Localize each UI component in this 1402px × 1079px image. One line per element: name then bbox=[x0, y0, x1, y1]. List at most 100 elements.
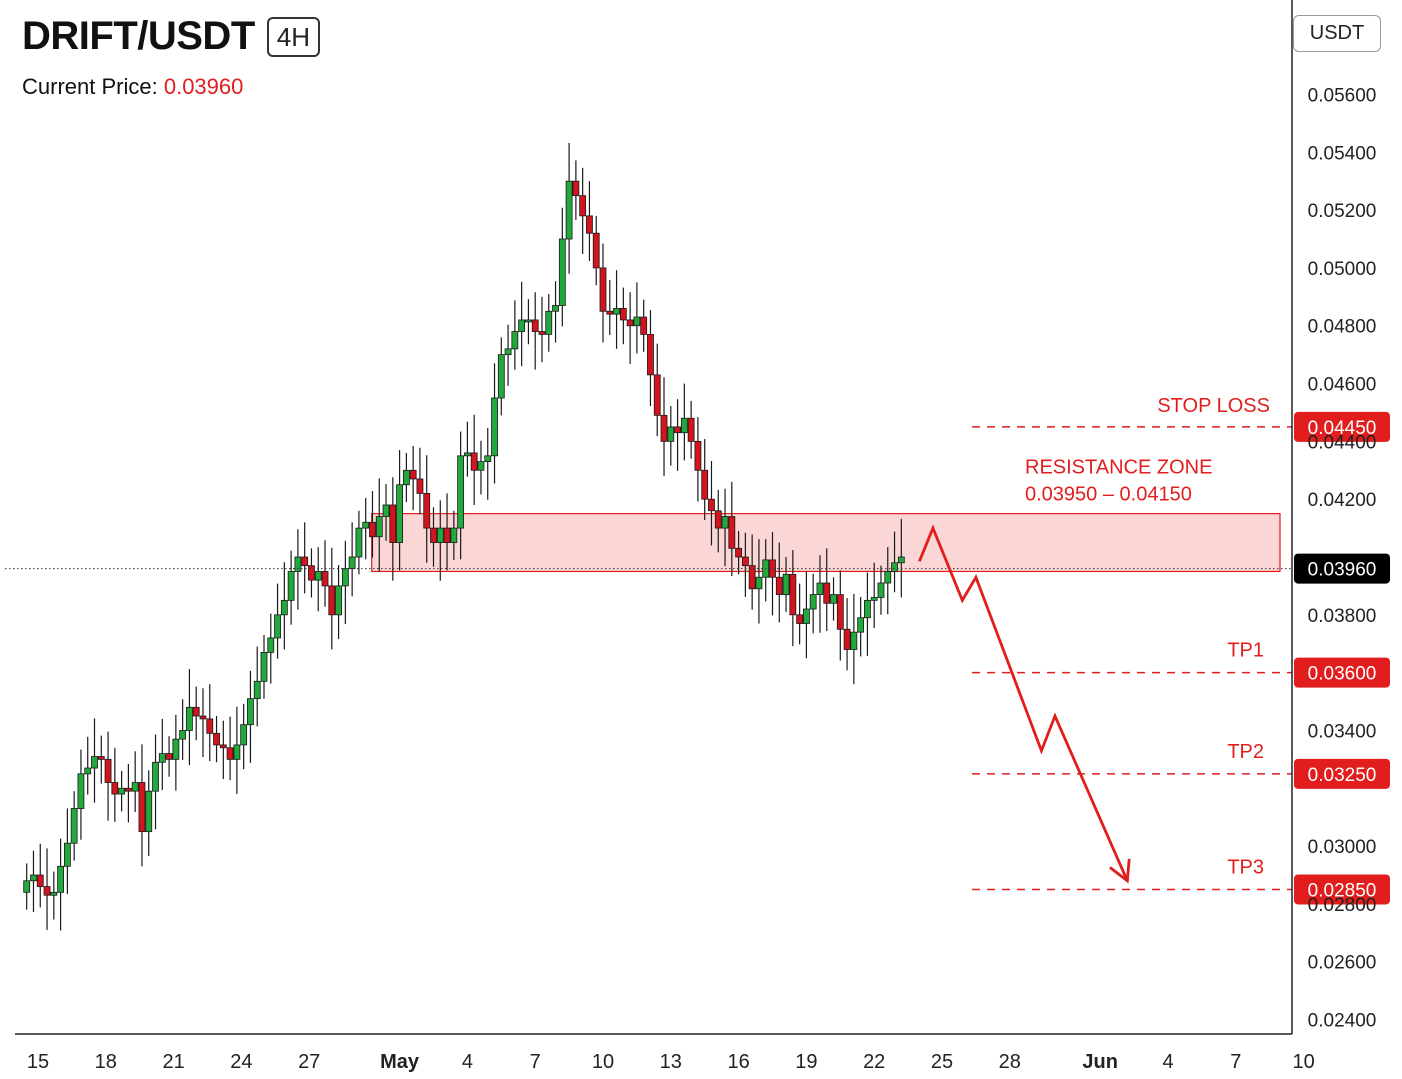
candle-body bbox=[308, 565, 315, 581]
chart-title-group: DRIFT/USDT 4H bbox=[22, 14, 321, 59]
candle-body bbox=[721, 516, 729, 529]
candle-body bbox=[660, 414, 668, 442]
candle-body bbox=[741, 556, 749, 567]
candle-down bbox=[538, 296, 546, 363]
candle-up bbox=[484, 428, 492, 500]
candle-body bbox=[97, 756, 105, 760]
y-tick-label: 0.03400 bbox=[1308, 721, 1377, 742]
candle-body bbox=[396, 484, 404, 543]
candle-down bbox=[165, 736, 173, 777]
levels-layer: 0.03960 0.04450 0.03600 0.03250 0.02850 bbox=[5, 411, 1390, 905]
candle-body bbox=[687, 417, 695, 442]
candle-body bbox=[70, 808, 78, 844]
candle-down bbox=[619, 287, 627, 345]
candle-body bbox=[375, 516, 383, 538]
candle-body bbox=[389, 504, 397, 543]
candle-body bbox=[884, 571, 892, 584]
candle-body bbox=[714, 510, 722, 529]
resistance-zone-layer bbox=[371, 513, 1281, 573]
candle-body bbox=[504, 348, 512, 356]
candle-body bbox=[416, 478, 424, 494]
current-price-tag bbox=[1294, 553, 1390, 584]
candle-body bbox=[572, 180, 580, 197]
candle-up bbox=[463, 421, 471, 477]
candle-body bbox=[382, 504, 390, 517]
candle-body bbox=[782, 573, 790, 595]
candle-body bbox=[477, 461, 485, 471]
candle-up bbox=[172, 714, 180, 791]
candle-body bbox=[91, 756, 98, 769]
candle-body bbox=[897, 556, 905, 564]
candle-up bbox=[884, 547, 892, 615]
candle-up bbox=[436, 500, 444, 581]
candle-up bbox=[491, 363, 498, 484]
candle-body bbox=[206, 718, 214, 734]
candle-up bbox=[809, 573, 817, 634]
candle-body bbox=[301, 556, 309, 567]
candle-down bbox=[416, 447, 424, 515]
candle-down bbox=[789, 550, 797, 647]
candle-body bbox=[145, 790, 153, 833]
candle-body bbox=[172, 738, 180, 760]
x-tick-label: Jun bbox=[1082, 1051, 1118, 1073]
candle-body bbox=[891, 562, 898, 572]
candle-up bbox=[857, 596, 865, 657]
candle-down bbox=[470, 414, 478, 505]
candle-down bbox=[572, 160, 580, 220]
candle-up bbox=[633, 282, 641, 354]
candle-up bbox=[158, 718, 166, 791]
candle-up bbox=[253, 646, 261, 727]
candle-up bbox=[450, 510, 458, 560]
candle-body bbox=[830, 594, 837, 604]
candle-up bbox=[477, 440, 485, 495]
candle-body bbox=[538, 331, 546, 335]
candle-up bbox=[375, 478, 383, 572]
timeframe-badge[interactable]: 4H bbox=[266, 16, 321, 57]
resistance-zone-range: 0.03950 – 0.04150 bbox=[1025, 484, 1192, 506]
candle-body bbox=[748, 565, 756, 590]
candle-up bbox=[362, 498, 370, 560]
candle-body bbox=[457, 455, 465, 529]
candle-up bbox=[667, 406, 675, 466]
currency-button[interactable]: USDT bbox=[1293, 15, 1381, 52]
candle-body bbox=[463, 452, 471, 457]
candle-body bbox=[586, 215, 593, 234]
candle-down bbox=[687, 400, 695, 459]
candle-body bbox=[274, 614, 281, 639]
candle-body bbox=[23, 880, 31, 893]
x-tick-label: 15 bbox=[27, 1051, 49, 1073]
candle-body bbox=[436, 527, 444, 543]
candle-body bbox=[552, 305, 559, 312]
candle-down bbox=[775, 542, 783, 623]
candle-body bbox=[226, 747, 234, 760]
candle-body bbox=[321, 571, 329, 587]
candle-up bbox=[504, 324, 512, 386]
level-tag-text: 0.03600 bbox=[1308, 664, 1377, 685]
candle-body bbox=[213, 732, 220, 746]
candle-body bbox=[443, 527, 451, 543]
candle-body bbox=[545, 310, 553, 335]
candle-up bbox=[396, 450, 404, 571]
candle-up bbox=[816, 555, 824, 633]
candle-body bbox=[179, 730, 187, 740]
candle-down bbox=[626, 292, 634, 364]
y-tick-label: 0.03800 bbox=[1308, 606, 1377, 627]
candle-down bbox=[599, 243, 607, 343]
level-tag-text: 0.03250 bbox=[1308, 765, 1377, 786]
candle-body bbox=[369, 521, 376, 538]
candle-down bbox=[219, 720, 227, 780]
candle-body bbox=[857, 617, 865, 633]
candle-up bbox=[613, 270, 620, 349]
candle-down bbox=[579, 167, 587, 255]
axes-layer: 0.05600 0.05400 0.05200 0.05000 0.04800 0.046… bbox=[15, 0, 1376, 1073]
candle-up bbox=[721, 488, 729, 567]
y-tick-label: 0.03000 bbox=[1308, 837, 1377, 858]
candle-up bbox=[70, 791, 78, 861]
candle-body bbox=[592, 232, 600, 269]
candle-down bbox=[843, 598, 851, 671]
projection-arrow bbox=[918, 524, 1129, 882]
level-tag bbox=[1294, 657, 1390, 688]
x-tick-label: 4 bbox=[462, 1051, 473, 1073]
x-tick-label: May bbox=[380, 1051, 420, 1073]
